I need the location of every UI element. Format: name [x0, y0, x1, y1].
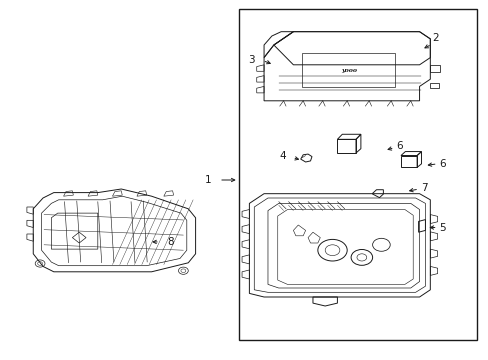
Text: 6: 6	[396, 141, 403, 151]
Bar	[400, 156, 416, 167]
Text: 8: 8	[166, 237, 173, 247]
Text: 5: 5	[438, 222, 445, 233]
Bar	[238, 9, 476, 340]
Text: 6: 6	[438, 159, 445, 169]
Text: 4: 4	[279, 150, 285, 161]
Text: 2: 2	[431, 33, 438, 43]
Bar	[302, 53, 394, 87]
Text: 3: 3	[248, 55, 255, 66]
Text: 1: 1	[204, 175, 211, 185]
Bar	[337, 139, 355, 153]
Text: 7: 7	[420, 183, 427, 193]
Text: yooo: yooo	[340, 68, 356, 73]
